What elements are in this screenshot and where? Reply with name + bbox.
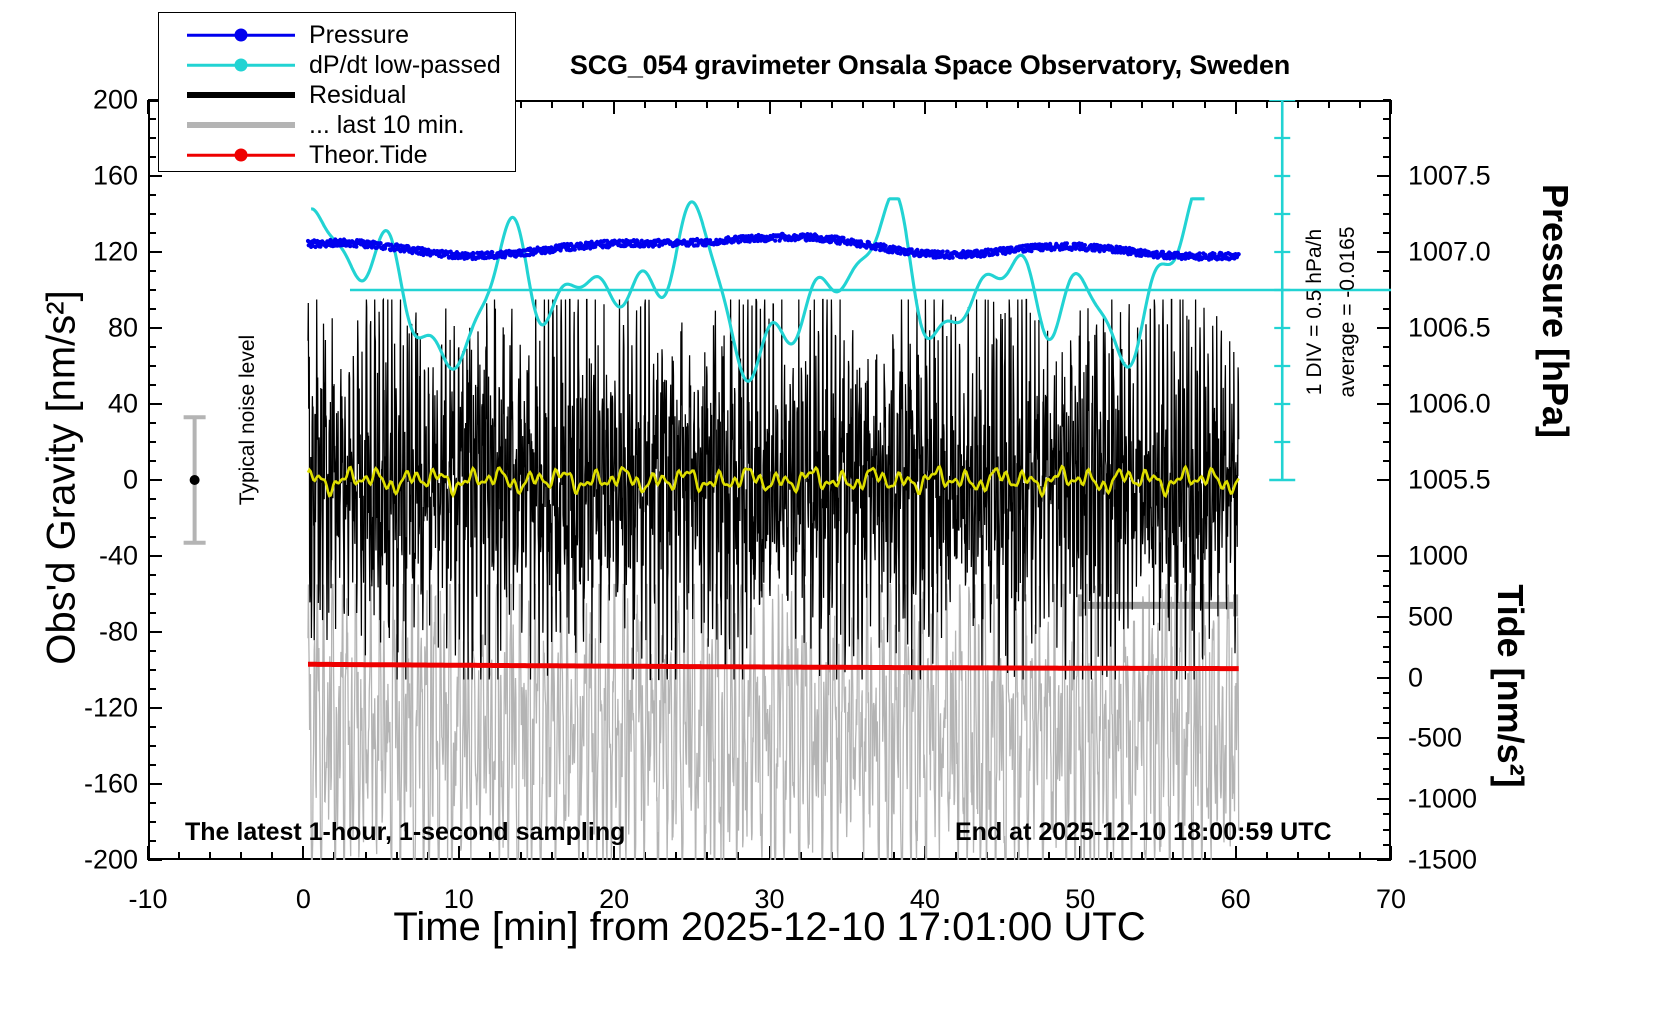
y-axis-ticks-pressure: 1007.5 1007.0 1006.5 1006.0 1005.5 <box>1408 0 1548 1020</box>
legend-label: Residual <box>309 80 407 109</box>
legend-marker <box>234 148 248 162</box>
y-axis-ticks-tide: 1000 500 0 -500 -1000 -1500 <box>1408 0 1548 1020</box>
data-series-canvas <box>183 100 1391 860</box>
pressure-tick-label: 1006.0 <box>1408 388 1491 419</box>
noise-bar-center-dot <box>189 475 200 485</box>
series-dpdt-low-passed <box>310 197 1205 383</box>
y-tick-label: -200 <box>83 844 138 875</box>
legend-swatch-2 <box>187 85 295 105</box>
x-tick-label: 40 <box>909 884 940 914</box>
y-tick-label: 80 <box>107 312 138 343</box>
tide-tick-label: 1000 <box>1408 540 1469 571</box>
legend-swatch-1 <box>187 55 295 75</box>
legend-item: Pressure <box>159 20 515 50</box>
pressure-tick-label: 1007.5 <box>1408 160 1491 191</box>
y-tick-label: -40 <box>98 540 138 571</box>
x-tick-label: -10 <box>128 884 168 914</box>
series-smoothed-residual <box>306 464 1240 499</box>
legend-label: dP/dt low-passed <box>309 50 501 79</box>
y-tick-label: -160 <box>83 768 138 799</box>
legend-marker <box>234 58 248 72</box>
x-tick-label: 10 <box>443 884 474 914</box>
legend-label: Theor.Tide <box>309 140 428 169</box>
x-tick-label: 70 <box>1375 884 1407 914</box>
legend-item: ... last 10 min. <box>159 110 515 140</box>
series-residual <box>307 297 1240 681</box>
y-tick-label: 160 <box>92 160 138 191</box>
annotation-average: average = -0.0165 <box>1336 226 1359 398</box>
pressure-tick-label: 1005.5 <box>1408 464 1491 495</box>
legend-swatch-3 <box>187 115 295 135</box>
x-tick-label: 60 <box>1220 884 1251 914</box>
legend-swatch-4 <box>187 145 295 165</box>
tide-tick-label: -500 <box>1408 722 1463 753</box>
y-tick-label: 40 <box>107 388 138 419</box>
x-tick-label: 0 <box>295 884 311 914</box>
x-tick-label: 20 <box>599 884 630 914</box>
annotation-latest-sampling: The latest 1-hour, 1-second sampling <box>185 818 626 846</box>
legend-item: Theor.Tide <box>159 140 515 170</box>
legend-item: dP/dt low-passed <box>159 50 515 80</box>
series-theor-tide <box>308 661 1239 672</box>
legend-swatch-0 <box>187 25 295 45</box>
legend: Pressure dP/dt low-passed Residual... last… <box>158 12 516 172</box>
legend-marker <box>234 28 248 42</box>
legend-line <box>187 92 295 98</box>
y-tick-label: -80 <box>98 616 138 647</box>
x-tick-label: 30 <box>754 884 785 914</box>
y-tick-label: 120 <box>92 236 138 267</box>
tide-tick-label: -1000 <box>1408 783 1478 814</box>
y-axis-ticks-gravity: 200 160 120 80 40 0 -40 -80 -120 -160 -200 <box>38 0 138 1020</box>
legend-item: Residual <box>159 80 515 110</box>
annotation-typical-noise-level: Typical noise level <box>236 334 259 506</box>
legend-line <box>187 122 295 128</box>
annotation-end-time: End at 2025-12-10 18:00:59 UTC <box>955 818 1332 846</box>
pressure-tick-label: 1006.5 <box>1408 312 1491 343</box>
pressure-tick-label: 1007.0 <box>1408 236 1491 267</box>
y-tick-label: 200 <box>92 84 138 115</box>
annotation-div-scale: 1 DIV = 0.5 hPa/h <box>1303 228 1326 396</box>
legend-label: ... last 10 min. <box>309 110 465 139</box>
y-tick-label: -120 <box>83 692 138 723</box>
y-tick-label: 0 <box>122 464 138 495</box>
x-tick-label: 50 <box>1065 884 1096 914</box>
tide-tick-label: 500 <box>1408 601 1454 632</box>
tide-tick-label: 0 <box>1408 662 1424 693</box>
chart-title: SCG_054 gravimeter Onsala Space Observat… <box>569 50 1291 80</box>
tide-tick-label: -1500 <box>1408 844 1478 875</box>
legend-label: Pressure <box>309 20 410 49</box>
x-axis-label: Time [min] from 2025-12-10 17:01:00 UTC <box>393 905 1146 949</box>
